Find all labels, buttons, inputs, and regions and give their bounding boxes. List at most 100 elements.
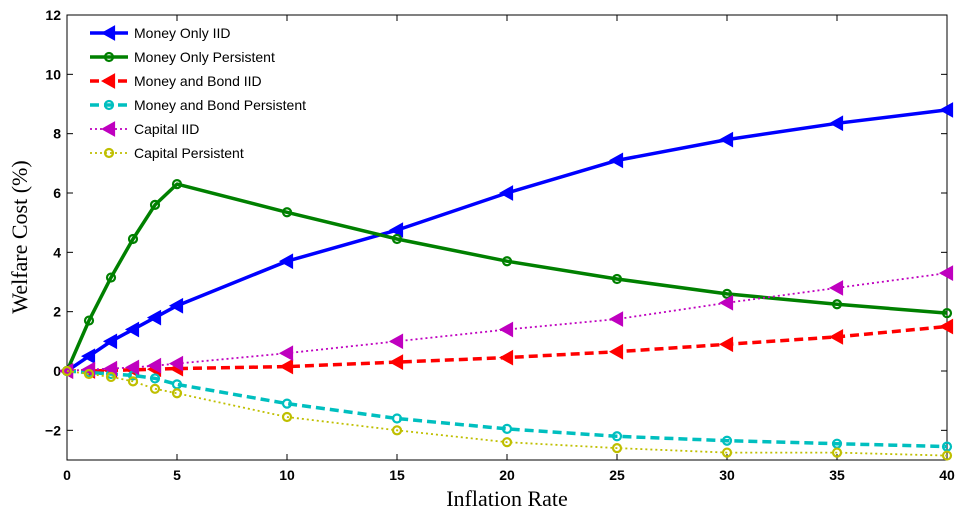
- data-point: [941, 450, 953, 461]
- data-point: [608, 343, 624, 360]
- data-point: [61, 365, 73, 377]
- legend-marker: [103, 147, 115, 159]
- data-point: [608, 311, 624, 327]
- data-point: [149, 383, 161, 394]
- legend-label: Capital Persistent: [134, 145, 244, 161]
- data-point: [146, 309, 162, 326]
- data-point: [941, 308, 953, 319]
- y-tick-label: −2: [45, 422, 61, 438]
- data-point: [721, 447, 733, 458]
- data-point: [146, 357, 162, 374]
- data-point: [831, 447, 843, 458]
- data-point: [278, 345, 294, 362]
- series-group: [58, 102, 954, 461]
- data-point: [127, 376, 139, 387]
- data-point: [938, 102, 954, 118]
- data-point: [278, 358, 294, 375]
- y-tick-label: 4: [53, 244, 61, 260]
- data-point: [105, 272, 117, 283]
- data-point: [498, 349, 514, 366]
- x-tick-label: 15: [389, 467, 405, 483]
- y-tick-label: 2: [53, 304, 61, 320]
- data-point: [611, 443, 623, 454]
- y-tick-label: 12: [45, 7, 61, 23]
- data-point: [391, 413, 403, 424]
- legend-label: Money and Bond IID: [134, 73, 262, 89]
- data-point: [391, 425, 403, 436]
- data-point: [938, 318, 954, 335]
- data-point: [278, 253, 294, 270]
- plot-area: [66, 14, 948, 461]
- data-point: [124, 359, 140, 376]
- data-point: [718, 336, 734, 353]
- data-point: [102, 333, 118, 350]
- data-point: [124, 321, 140, 338]
- x-tick-label: 30: [719, 467, 735, 483]
- data-point: [388, 333, 404, 350]
- data-point: [501, 256, 513, 267]
- y-axis-title: Welfare Cost (%): [7, 160, 32, 313]
- legend-marker: [100, 121, 116, 137]
- data-point: [721, 288, 733, 299]
- data-point: [168, 355, 184, 372]
- data-point: [105, 371, 117, 383]
- data-point: [611, 273, 623, 285]
- data-point: [149, 373, 161, 384]
- x-tick-label: 25: [609, 467, 625, 483]
- data-point: [171, 179, 183, 190]
- data-point: [831, 299, 843, 310]
- series-5: [61, 365, 953, 461]
- legend-marker: [103, 99, 115, 111]
- legend-label: Money Only IID: [134, 25, 230, 41]
- x-tick-label: 20: [499, 467, 515, 483]
- series-line: [66, 370, 948, 457]
- axis-ticks: 0 5 10 15 20 25 30 35 40 −2 0 2 4 6 8 10 12: [45, 7, 955, 483]
- legend-marker: [100, 73, 116, 89]
- series-line: [65, 182, 948, 372]
- data-point: [388, 222, 404, 238]
- data-point: [168, 297, 184, 314]
- data-point: [828, 280, 844, 296]
- data-point: [498, 321, 514, 338]
- y-tick-label: 0: [53, 363, 61, 379]
- x-tick-label: 40: [939, 467, 955, 483]
- data-point: [501, 423, 513, 434]
- data-point: [127, 233, 139, 245]
- data-point: [83, 368, 95, 380]
- data-point: [718, 131, 734, 148]
- data-point: [149, 199, 161, 210]
- data-point: [281, 398, 293, 409]
- data-point: [80, 348, 96, 365]
- y-tick-label: 8: [53, 126, 61, 142]
- data-point: [388, 354, 404, 370]
- data-point: [498, 185, 514, 201]
- data-point: [171, 388, 183, 399]
- x-tick-label: 35: [829, 467, 845, 483]
- legend-label: Capital IID: [134, 121, 199, 137]
- data-point: [611, 431, 623, 442]
- series-1: [61, 179, 953, 377]
- legend: Money Only IID Money Only Persistent Money…: [90, 25, 306, 161]
- x-tick-label: 5: [173, 467, 181, 483]
- data-point: [391, 233, 403, 245]
- x-axis-title: Inflation Rate: [446, 486, 568, 511]
- data-point: [83, 315, 95, 326]
- data-point: [501, 437, 513, 448]
- data-point: [608, 152, 624, 169]
- data-point: [938, 265, 954, 281]
- data-point: [828, 115, 844, 132]
- legend-marker: [100, 25, 116, 41]
- y-tick-label: 6: [53, 185, 61, 201]
- data-point: [721, 435, 733, 446]
- data-point: [281, 411, 293, 423]
- y-tick-label: 10: [45, 66, 61, 82]
- x-tick-label: 10: [279, 467, 295, 483]
- data-point: [828, 329, 844, 345]
- data-point: [281, 207, 293, 218]
- legend-label: Money and Bond Persistent: [134, 97, 306, 113]
- legend-marker: [103, 51, 115, 63]
- x-tick-label: 0: [63, 467, 71, 483]
- legend-label: Money Only Persistent: [134, 49, 275, 65]
- data-point: [718, 294, 734, 311]
